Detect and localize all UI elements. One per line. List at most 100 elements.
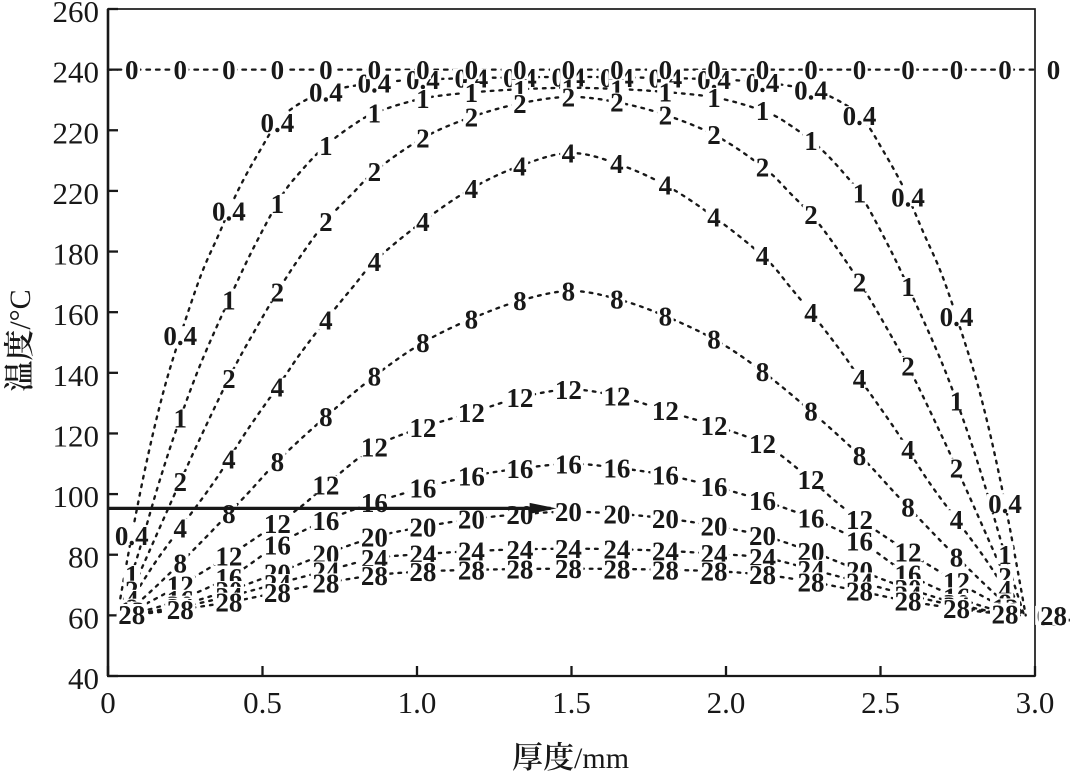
contour-label: 16 bbox=[795, 503, 826, 533]
contour-label: 0 bbox=[172, 55, 189, 85]
contour-label: 12 bbox=[504, 383, 535, 413]
svg-text:16: 16 bbox=[749, 486, 776, 516]
svg-text:1: 1 bbox=[174, 404, 188, 434]
contour-label: 16 bbox=[456, 462, 487, 492]
contour-label: 0 bbox=[948, 55, 965, 85]
y-tick-label: 100 bbox=[53, 479, 100, 514]
svg-text:28: 28 bbox=[603, 554, 630, 584]
svg-text:28: 28 bbox=[749, 560, 776, 590]
svg-text:0: 0 bbox=[659, 55, 673, 85]
svg-text:0.4: 0.4 bbox=[940, 302, 974, 332]
contour-label: 0.4 bbox=[792, 76, 830, 106]
svg-text:1: 1 bbox=[416, 84, 430, 114]
svg-text:2: 2 bbox=[659, 100, 673, 130]
contour-label: 0.4 bbox=[258, 108, 296, 138]
svg-text:8: 8 bbox=[465, 304, 479, 334]
svg-text:16: 16 bbox=[603, 453, 630, 483]
svg-text:0.4: 0.4 bbox=[794, 76, 828, 106]
svg-text:8: 8 bbox=[513, 286, 527, 316]
y-tick-labels: 260 240 220 220 180 160 140 120 100 80 60 40 bbox=[53, 0, 100, 696]
svg-text:4: 4 bbox=[853, 364, 867, 394]
svg-text:8: 8 bbox=[756, 357, 770, 387]
contour-label: 2 bbox=[269, 277, 286, 307]
contour-label: 28 bbox=[165, 595, 196, 625]
svg-text:4: 4 bbox=[804, 298, 818, 328]
x-tick-label: 0 bbox=[100, 685, 116, 720]
contour-label: 16 bbox=[359, 488, 390, 518]
svg-text:0.4: 0.4 bbox=[988, 489, 1022, 519]
svg-text:0: 0 bbox=[1047, 55, 1061, 85]
contour-label: 2 bbox=[172, 467, 189, 497]
y-tick-label: 240 bbox=[53, 55, 100, 90]
svg-text:2: 2 bbox=[271, 277, 285, 307]
svg-text:8: 8 bbox=[853, 441, 867, 471]
svg-text:12: 12 bbox=[603, 382, 630, 412]
svg-text:/: / bbox=[4, 321, 37, 330]
contour-label: 2 bbox=[802, 200, 820, 230]
contour-label: 20 bbox=[650, 504, 681, 534]
svg-text:2: 2 bbox=[416, 124, 430, 154]
contour-label: 2 bbox=[560, 82, 577, 112]
svg-text:°: ° bbox=[4, 309, 37, 321]
svg-text:1: 1 bbox=[659, 77, 673, 107]
svg-text:16: 16 bbox=[846, 527, 873, 557]
svg-text:20: 20 bbox=[409, 512, 436, 542]
svg-text:12: 12 bbox=[700, 411, 727, 441]
contour-label: 0.4 bbox=[889, 182, 927, 212]
svg-text:28: 28 bbox=[943, 594, 970, 624]
svg-text:16: 16 bbox=[458, 462, 485, 492]
contour-label: 12 bbox=[359, 433, 390, 463]
contour-label: 4 bbox=[948, 505, 965, 535]
contour-label: 0.4 bbox=[210, 196, 248, 226]
svg-text:0: 0 bbox=[416, 55, 430, 85]
svg-text:0.4: 0.4 bbox=[891, 182, 925, 212]
contour-label: 1 bbox=[948, 386, 965, 416]
svg-text:12: 12 bbox=[361, 433, 388, 463]
contour-label: 2 bbox=[414, 124, 432, 154]
contour-label: 12 bbox=[795, 465, 826, 495]
contour-label: 8 bbox=[754, 357, 771, 387]
svg-text:0: 0 bbox=[610, 55, 624, 85]
svg-text:8: 8 bbox=[610, 284, 624, 314]
svg-text:28: 28 bbox=[846, 577, 873, 607]
contour-label: 1 bbox=[317, 131, 335, 161]
contour-label: 2 bbox=[317, 207, 335, 237]
contour-label: 4 bbox=[269, 373, 286, 403]
svg-text:2: 2 bbox=[222, 364, 236, 394]
contour-label: 12 bbox=[698, 411, 729, 441]
contour-label: 12 bbox=[553, 375, 584, 405]
svg-text:1: 1 bbox=[465, 78, 479, 108]
x-tick-label: 2.0 bbox=[707, 685, 746, 720]
svg-text:8: 8 bbox=[416, 328, 430, 358]
svg-text:0: 0 bbox=[513, 55, 527, 85]
svg-text:28: 28 bbox=[118, 600, 145, 630]
svg-text:16: 16 bbox=[264, 530, 291, 560]
contour-label: 2 bbox=[705, 120, 723, 150]
svg-text:8: 8 bbox=[222, 499, 236, 529]
y-tick-label: 180 bbox=[53, 237, 100, 272]
svg-text:0: 0 bbox=[707, 55, 721, 85]
contour-label: 0.4 bbox=[307, 77, 345, 107]
x-tick-label: 1.0 bbox=[398, 685, 437, 720]
contour-label: 0.4 bbox=[841, 101, 878, 131]
contour-label: 1 bbox=[220, 286, 238, 316]
contour-label: 28 bbox=[1038, 601, 1069, 631]
svg-text:4: 4 bbox=[562, 139, 576, 169]
contour-label: 12 bbox=[893, 537, 924, 567]
x-axis-title: / m m bbox=[512, 741, 629, 775]
svg-text:12: 12 bbox=[264, 509, 291, 539]
contour-label: 8 bbox=[511, 286, 529, 316]
svg-text:4: 4 bbox=[756, 241, 770, 271]
contour-label: 0 bbox=[463, 55, 480, 85]
svg-text:4: 4 bbox=[901, 435, 915, 465]
contour-label: 1 bbox=[754, 96, 771, 126]
svg-text:28: 28 bbox=[409, 557, 436, 587]
svg-text:4: 4 bbox=[610, 149, 624, 179]
svg-text:16: 16 bbox=[700, 472, 727, 502]
svg-text:2: 2 bbox=[465, 103, 479, 133]
svg-text:2: 2 bbox=[610, 88, 624, 118]
contour-label: 0 bbox=[802, 55, 820, 85]
contour-label: 20 bbox=[698, 511, 729, 541]
contour-label: 8 bbox=[899, 492, 917, 522]
